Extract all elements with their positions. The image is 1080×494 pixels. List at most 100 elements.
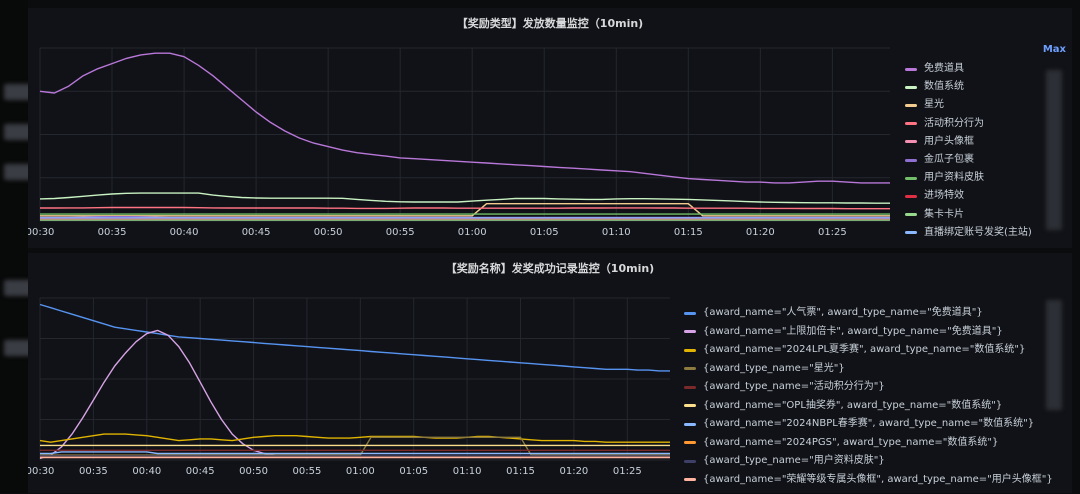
redacted-axis-label: [4, 340, 34, 356]
x-tick-label: 00:55: [293, 466, 322, 477]
legend-label: 金瓜子包裹: [924, 154, 974, 165]
legend-item[interactable]: {award_type_name="活动积分行为"}: [684, 378, 885, 396]
panel-title: 【奖励名称】发奖成功记录监控（10min): [445, 262, 655, 275]
redacted-axis-label: [4, 84, 34, 100]
x-tick-label: 00:50: [239, 466, 268, 477]
legend-item[interactable]: {award_name="2024NBPL春季赛", award_type_na…: [684, 415, 1034, 433]
x-tick-label: 00:45: [242, 227, 271, 238]
redacted-legend-values: [1046, 70, 1062, 230]
legend-item[interactable]: 金瓜子包裹: [905, 151, 974, 169]
series-line-2[interactable]: [40, 202, 890, 217]
series-line-0[interactable]: [39, 52, 890, 184]
legend-item[interactable]: 直播绑定账号发奖(主站): [905, 224, 1032, 242]
x-tick-label: 00:45: [186, 466, 215, 477]
redacted-axis-label: [4, 280, 34, 296]
series-line-6[interactable]: [40, 451, 670, 455]
redacted-axis-label: [4, 164, 34, 180]
legend-item[interactable]: 集卡卡片: [905, 206, 964, 224]
legend-label: 用户头像框: [924, 135, 974, 147]
legend-label: {award_name="上限加倍卡", award_type_name="免费…: [703, 325, 1003, 337]
legend-label: {award_type_name="用户资料皮肤"}: [703, 455, 885, 466]
legend-label: 集卡卡片: [924, 208, 964, 220]
legend-swatch: [684, 348, 696, 352]
legend-item[interactable]: 免费道具: [905, 60, 964, 78]
legend-item[interactable]: {award_type_name="用户资料皮肤"}: [684, 452, 885, 470]
legend-label: 活动积分行为: [924, 117, 984, 129]
x-tick-label: 01:25: [613, 466, 642, 477]
legend-swatch: [684, 422, 696, 426]
legend-item[interactable]: {award_type_name="星光"}: [684, 360, 845, 378]
legend-label: {award_name="人气票", award_type_name="免费道具…: [703, 307, 983, 318]
legend-swatch: [905, 103, 917, 107]
legend-item[interactable]: 数值系统: [905, 78, 964, 96]
series-line-1[interactable]: [39, 192, 890, 204]
legend-swatch: [684, 441, 696, 444]
legend-item[interactable]: {award_name="OPL抽奖券", award_type_name="数…: [684, 397, 1002, 415]
legend-swatch: [684, 385, 696, 389]
legend-max-header[interactable]: Max: [1042, 44, 1066, 55]
line-chart: 00:30 00:35 00:40 00:45 00:50 00:55 01:00 01:05…: [28, 297, 670, 477]
legend-swatch: [684, 311, 696, 315]
legend-label: {award_type_name="星光"}: [703, 362, 845, 374]
legend-swatch: [905, 231, 917, 235]
series-line-3[interactable]: [40, 206, 890, 210]
panel-award-name-success-records: 【奖励名称】发奖成功记录监控（10min) 00:30 00:35 00:40 00:…: [28, 253, 1072, 493]
legend-label: 数值系统: [924, 81, 964, 93]
legend-item[interactable]: 进场特效: [905, 187, 964, 205]
legend-swatch: [905, 140, 917, 144]
x-tick-label: 00:55: [386, 227, 415, 238]
x-tick-label: 01:05: [399, 466, 428, 477]
x-tick-label: 01:10: [602, 227, 631, 238]
x-tick-label: 01:20: [746, 227, 775, 238]
legend-label: {award_name="2024LPL夏季赛", award_type_nam…: [703, 344, 1026, 355]
legend-label: 免费道具: [924, 63, 964, 74]
series-line-2[interactable]: [39, 433, 670, 443]
legend-swatch: [684, 459, 696, 463]
x-tick-label: 00:40: [132, 466, 161, 477]
legend-label: {award_type_name="活动积分行为"}: [703, 381, 885, 392]
x-tick-label: 01:20: [559, 466, 588, 477]
legend-item[interactable]: {award_name="荣耀等级专属头像框", award_type_name…: [684, 471, 1053, 489]
legend-label: 直播绑定账号发奖(主站): [924, 226, 1032, 238]
redacted-axis-label: [4, 124, 34, 140]
legend-item[interactable]: {award_name="人气票", award_type_name="免费道具…: [684, 304, 983, 322]
legend-label: 进场特效: [924, 190, 964, 202]
x-tick-label: 01:15: [674, 227, 703, 238]
left-gutter: [0, 0, 28, 493]
legend-label: {award_name="2024PGS", award_type_name="…: [703, 436, 999, 448]
legend-item[interactable]: {award_name="上限加倍卡", award_type_name="免费…: [684, 323, 1003, 341]
series-line-3[interactable]: [40, 436, 670, 456]
legend-swatch: [684, 404, 696, 407]
line-chart: 00:30 00:35 00:40 00:45 00:50 00:55 01:00 01:05…: [28, 47, 890, 238]
legend-swatch: [905, 67, 917, 71]
legend-label: 用户资料皮肤: [924, 172, 984, 184]
legend-item[interactable]: 用户头像框: [905, 133, 974, 151]
legend-swatch: [905, 176, 917, 180]
x-tick-label: 00:50: [314, 227, 343, 238]
series-line-0[interactable]: [39, 303, 670, 372]
legend-item[interactable]: {award_name="2024LPL夏季赛", award_type_nam…: [684, 341, 1025, 359]
x-tick-label: 01:00: [458, 227, 487, 238]
x-tick-label: 01:05: [530, 227, 559, 238]
legend-swatch: [905, 122, 917, 126]
legend-item[interactable]: 星光: [905, 96, 944, 114]
legend-item[interactable]: 活动积分行为: [905, 115, 984, 133]
x-tick-label: 00:30: [28, 466, 54, 477]
legend-label: {award_name="2024NBPL春季赛", award_type_na…: [703, 418, 1035, 429]
x-tick-label: 00:35: [79, 466, 108, 477]
legend-swatch: [684, 367, 696, 370]
legend-swatch: [905, 85, 917, 89]
panel-award-type-issue-count: 【奖励类型】发放数量监控（10min) Max 00:30 00:35 00:40 0…: [28, 8, 1072, 248]
x-tick-label: 00:35: [98, 227, 127, 238]
x-tick-label: 01:15: [506, 466, 535, 477]
legend: {award_name="人气票", award_type_name="免费道具…: [684, 304, 1053, 494]
legend-item[interactable]: 用户资料皮肤: [905, 169, 984, 187]
legend-label: {award_name="荣耀等级专属头像框", award_type_name…: [703, 473, 1053, 485]
legend-swatch: [684, 478, 696, 481]
legend-label: {award_name="OPL抽奖券", award_type_name="数…: [703, 399, 1003, 411]
legend: 免费道具数值系统星光活动积分行为 用户头像框金瓜子包裹用户资料皮肤 进场特效集卡卡片…: [905, 60, 1065, 250]
x-tick-label: 01:10: [453, 466, 482, 477]
legend-swatch: [905, 194, 917, 198]
legend-swatch: [905, 158, 917, 162]
legend-item[interactable]: {award_name="2024PGS", award_type_name="…: [684, 434, 998, 452]
